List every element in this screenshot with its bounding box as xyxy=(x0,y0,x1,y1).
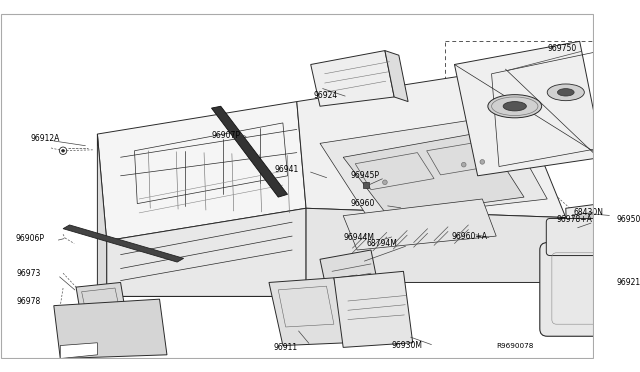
Text: 96912A: 96912A xyxy=(31,134,60,143)
Polygon shape xyxy=(572,212,600,253)
Text: 96978+A: 96978+A xyxy=(557,215,593,224)
Polygon shape xyxy=(54,299,167,359)
Polygon shape xyxy=(320,250,380,303)
Ellipse shape xyxy=(503,102,526,111)
Polygon shape xyxy=(60,343,97,359)
Text: 96911: 96911 xyxy=(274,343,298,352)
Circle shape xyxy=(61,150,65,152)
Ellipse shape xyxy=(488,94,541,118)
Polygon shape xyxy=(107,208,306,296)
Text: 96941: 96941 xyxy=(275,165,299,174)
Ellipse shape xyxy=(557,89,574,96)
Text: 96960: 96960 xyxy=(351,199,375,208)
Text: 96978: 96978 xyxy=(17,296,41,305)
Circle shape xyxy=(480,160,484,164)
Text: 68794M: 68794M xyxy=(366,239,397,248)
Text: 96921: 96921 xyxy=(617,278,640,287)
Polygon shape xyxy=(97,102,306,241)
Polygon shape xyxy=(385,51,408,102)
Polygon shape xyxy=(454,41,603,176)
FancyBboxPatch shape xyxy=(540,243,640,336)
Polygon shape xyxy=(211,106,287,197)
Polygon shape xyxy=(566,203,603,259)
Text: 96907P: 96907P xyxy=(211,131,241,140)
Polygon shape xyxy=(269,278,348,346)
Polygon shape xyxy=(306,208,566,282)
Text: 96924: 96924 xyxy=(314,91,338,100)
Text: 96960+A: 96960+A xyxy=(452,232,488,241)
Polygon shape xyxy=(76,282,125,315)
Ellipse shape xyxy=(547,84,584,101)
Circle shape xyxy=(383,180,387,185)
Text: 96950F: 96950F xyxy=(617,215,640,224)
Circle shape xyxy=(461,162,466,167)
Text: 969750: 969750 xyxy=(547,44,577,53)
Text: 96906P: 96906P xyxy=(16,234,45,243)
Polygon shape xyxy=(343,132,524,216)
Text: 96973: 96973 xyxy=(17,269,41,278)
Polygon shape xyxy=(601,203,614,259)
Polygon shape xyxy=(334,271,413,347)
Polygon shape xyxy=(63,225,184,262)
Text: 96945P: 96945P xyxy=(351,171,380,180)
Polygon shape xyxy=(337,275,359,287)
Polygon shape xyxy=(97,134,107,296)
Polygon shape xyxy=(297,69,566,218)
Text: 96944M: 96944M xyxy=(343,234,374,243)
Text: R9690078: R9690078 xyxy=(496,343,534,349)
Text: 68430N: 68430N xyxy=(573,208,603,217)
Polygon shape xyxy=(310,51,394,106)
Polygon shape xyxy=(320,116,547,219)
FancyBboxPatch shape xyxy=(547,218,614,256)
Polygon shape xyxy=(343,199,496,250)
Text: 96930M: 96930M xyxy=(392,341,422,350)
Circle shape xyxy=(364,183,369,187)
